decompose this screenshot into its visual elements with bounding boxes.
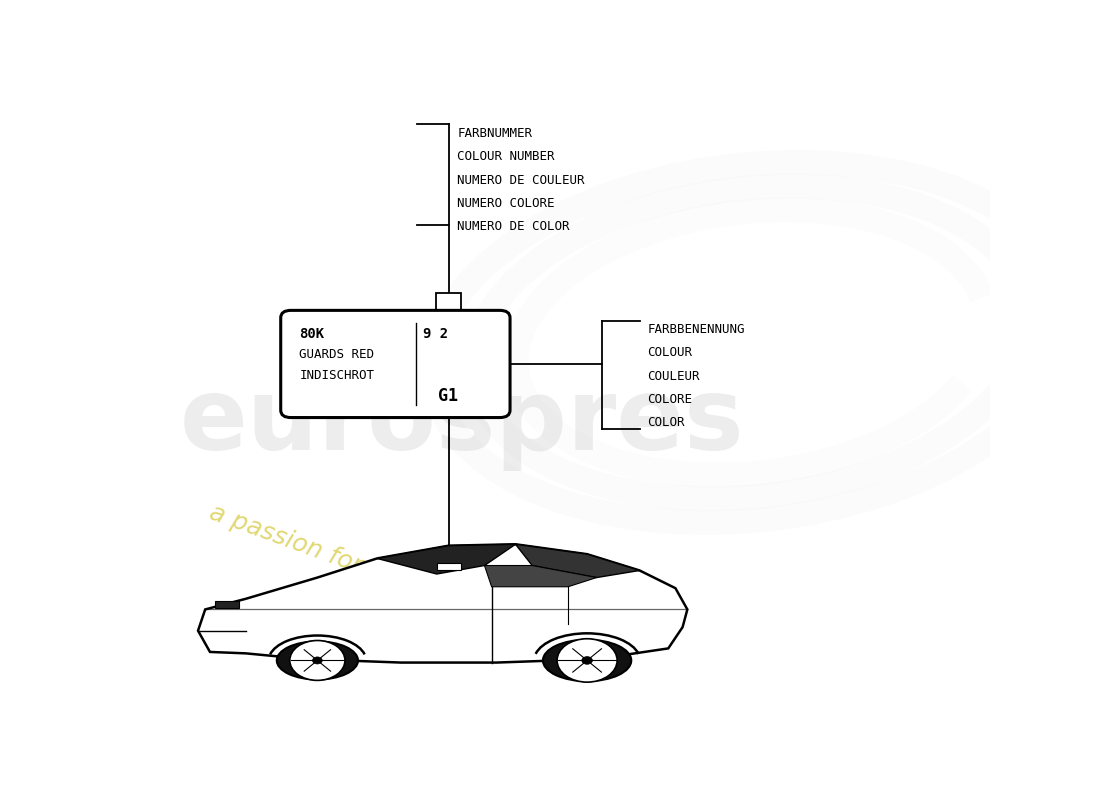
Circle shape xyxy=(582,657,593,664)
Text: NUMERO DE COLOR: NUMERO DE COLOR xyxy=(458,221,570,234)
Ellipse shape xyxy=(543,640,631,681)
Text: FARBBENENNUNG: FARBBENENNUNG xyxy=(647,322,745,336)
Text: 9 2: 9 2 xyxy=(424,327,448,342)
Polygon shape xyxy=(377,544,516,574)
Text: FARBNUMMER: FARBNUMMER xyxy=(458,127,532,140)
Text: GUARDS RED: GUARDS RED xyxy=(299,348,374,362)
Text: eurospres: eurospres xyxy=(180,374,745,471)
Text: COLOR: COLOR xyxy=(647,416,685,430)
Polygon shape xyxy=(437,563,461,570)
Text: COULEUR: COULEUR xyxy=(647,370,700,382)
Text: COLORE: COLORE xyxy=(647,393,692,406)
Text: COLOUR: COLOUR xyxy=(647,346,692,359)
Circle shape xyxy=(289,641,345,680)
FancyBboxPatch shape xyxy=(280,310,510,418)
Polygon shape xyxy=(484,566,596,586)
Text: 80K: 80K xyxy=(299,327,324,342)
FancyBboxPatch shape xyxy=(436,293,462,324)
Text: COLOUR NUMBER: COLOUR NUMBER xyxy=(458,150,554,163)
Circle shape xyxy=(312,657,322,664)
Text: NUMERO COLORE: NUMERO COLORE xyxy=(458,197,554,210)
Circle shape xyxy=(557,638,617,682)
Ellipse shape xyxy=(277,642,358,679)
Polygon shape xyxy=(516,544,639,578)
Text: a passion for parts since 1985: a passion for parts since 1985 xyxy=(206,501,569,652)
Polygon shape xyxy=(198,544,688,662)
Text: G1: G1 xyxy=(438,387,458,406)
Text: INDISCHROT: INDISCHROT xyxy=(299,369,374,382)
Text: NUMERO DE COULEUR: NUMERO DE COULEUR xyxy=(458,174,585,186)
Polygon shape xyxy=(214,601,239,608)
